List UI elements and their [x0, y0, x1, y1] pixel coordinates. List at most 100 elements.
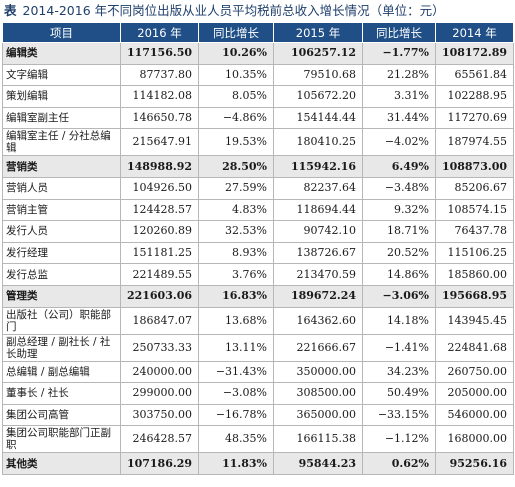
table-row: 营销人员 104926.50 27.59% 82237.64 −3.48% 85206.6…: [2, 176, 514, 200]
value-2014-cell: 76437.78: [435, 220, 514, 243]
growth-2016-cell: 19.53%: [198, 128, 274, 157]
value-2014-cell: 224841.68: [435, 333, 514, 362]
growth-2015-cell: 31.44%: [362, 106, 436, 130]
value-2016-cell: 221489.55: [120, 263, 199, 286]
value-2014-cell: 108574.15: [435, 198, 514, 222]
growth-2016-cell: 8.05%: [198, 85, 274, 108]
value-2014-cell: 546000.00: [435, 403, 514, 427]
value-2016-cell: 303750.00: [120, 403, 199, 427]
value-2015-cell: 79510.68: [273, 63, 363, 87]
header-2016: 2016 年: [120, 22, 199, 43]
header-growth-2016: 同比增长: [198, 22, 274, 43]
growth-2016-cell: 13.68%: [198, 306, 274, 335]
growth-2015-cell: −1.77%: [362, 42, 436, 65]
growth-2016-cell: 3.76%: [198, 263, 274, 286]
growth-2015-cell: 9.32%: [362, 198, 436, 222]
category-row: 编辑类 117156.50 10.26% 106257.12 −1.77% 108172.…: [2, 42, 514, 65]
value-2016-cell: 114182.08: [120, 85, 199, 108]
value-2015-cell: 350000.00: [273, 360, 363, 384]
value-2014-cell: 65561.84: [435, 63, 514, 87]
value-2014-cell: 95256.16: [435, 452, 514, 475]
row-label-cell: 集团公司职能部门正副职: [2, 425, 121, 454]
value-2015-cell: 90742.10: [273, 220, 363, 243]
row-label-cell: 发行经理: [2, 241, 121, 265]
value-2016-cell: 104926.50: [120, 176, 199, 200]
table-row: 发行人员 120260.89 32.53% 90742.10 18.71% 76437.7…: [2, 220, 514, 243]
growth-2015-cell: −3.48%: [362, 176, 436, 200]
value-2016-cell: 117156.50: [120, 42, 199, 65]
growth-2016-cell: 16.83%: [198, 284, 274, 308]
value-2016-cell: 120260.89: [120, 220, 199, 243]
value-2016-cell: 151181.25: [120, 241, 199, 265]
value-2015-cell: 308500.00: [273, 382, 363, 405]
value-2016-cell: 240000.00: [120, 360, 199, 384]
table-header-row: 项目 2016 年 同比增长 2015 年 同比增长 2014 年: [2, 22, 514, 43]
row-label-cell: 总编辑 / 副总编辑: [2, 360, 121, 384]
growth-2016-cell: 8.93%: [198, 241, 274, 265]
value-2015-cell: 95844.23: [273, 452, 363, 475]
growth-2015-cell: 14.18%: [362, 306, 436, 335]
value-2016-cell: 124428.57: [120, 198, 199, 222]
growth-2015-cell: −33.15%: [362, 403, 436, 427]
value-2015-cell: 115942.16: [273, 155, 363, 178]
category-row: 营销类 148988.92 28.50% 115942.16 6.49% 108873.0…: [2, 155, 514, 178]
growth-2015-cell: 3.31%: [362, 85, 436, 108]
row-label-cell: 集团公司高管: [2, 403, 121, 427]
caption-title: 2014-2016 年不同岗位出版从业人员平均税前总收入增长情况（单位：元）: [22, 3, 445, 18]
growth-2016-cell: −31.43%: [198, 360, 274, 384]
value-2015-cell: 180410.25: [273, 128, 363, 157]
row-label-cell: 编辑类: [2, 42, 121, 65]
growth-2016-cell: 32.53%: [198, 220, 274, 243]
growth-2015-cell: −3.06%: [362, 284, 436, 308]
growth-2016-cell: −16.78%: [198, 403, 274, 427]
table-row: 出版社（公司）职能部门 186847.07 13.68% 164362.60 14.18…: [2, 306, 514, 335]
table-body: 编辑类 117156.50 10.26% 106257.12 −1.77% 108172.…: [2, 42, 514, 475]
value-2015-cell: 166115.38: [273, 425, 363, 454]
value-2015-cell: 164362.60: [273, 306, 363, 335]
growth-2016-cell: 11.83%: [198, 452, 274, 475]
row-label-cell: 文字编辑: [2, 63, 121, 87]
row-label-cell: 发行人员: [2, 220, 121, 243]
table-row: 文字编辑 87737.80 10.35% 79510.68 21.28% 65561.84: [2, 63, 514, 87]
table-row: 集团公司高管 303750.00 −16.78% 365000.00 −33.15% 54…: [2, 403, 514, 427]
growth-2015-cell: −4.02%: [362, 128, 436, 157]
growth-2016-cell: 13.11%: [198, 333, 274, 362]
row-label-cell: 副总经理 / 副社长 / 社长助理: [2, 333, 121, 362]
value-2016-cell: 186847.07: [120, 306, 199, 335]
value-2015-cell: 221666.67: [273, 333, 363, 362]
growth-2016-cell: −4.86%: [198, 106, 274, 130]
row-label-cell: 编辑室副主任: [2, 106, 121, 130]
header-2015: 2015 年: [273, 22, 363, 43]
value-2015-cell: 118694.44: [273, 198, 363, 222]
growth-2016-cell: −3.08%: [198, 382, 274, 405]
value-2016-cell: 87737.80: [120, 63, 199, 87]
value-2015-cell: 189672.24: [273, 284, 363, 308]
row-label-cell: 董事长 / 社长: [2, 382, 121, 405]
growth-2015-cell: 6.49%: [362, 155, 436, 178]
growth-2015-cell: 0.62%: [362, 452, 436, 475]
value-2016-cell: 148988.92: [120, 155, 199, 178]
value-2016-cell: 250733.33: [120, 333, 199, 362]
table-row: 董事长 / 社长 299000.00 −3.08% 308500.00 50.49% 20…: [2, 382, 514, 405]
growth-2015-cell: 20.52%: [362, 241, 436, 265]
value-2016-cell: 221603.06: [120, 284, 199, 308]
growth-2016-cell: 10.35%: [198, 63, 274, 87]
growth-2015-cell: 21.28%: [362, 63, 436, 87]
caption-tag: 表: [4, 3, 17, 18]
value-2015-cell: 106257.12: [273, 42, 363, 65]
growth-2016-cell: 48.35%: [198, 425, 274, 454]
income-table: 项目 2016 年 同比增长 2015 年 同比增长 2014 年 编辑类 117…: [2, 22, 514, 475]
row-label-cell: 营销主管: [2, 198, 121, 222]
growth-2016-cell: 27.59%: [198, 176, 274, 200]
row-label-cell: 管理类: [2, 284, 121, 308]
value-2015-cell: 154144.44: [273, 106, 363, 130]
value-2015-cell: 82237.64: [273, 176, 363, 200]
value-2014-cell: 187974.55: [435, 128, 514, 157]
row-label-cell: 发行总监: [2, 263, 121, 286]
growth-2016-cell: 28.50%: [198, 155, 274, 178]
value-2015-cell: 365000.00: [273, 403, 363, 427]
header-2014: 2014 年: [435, 22, 514, 43]
value-2016-cell: 215647.91: [120, 128, 199, 157]
growth-2016-cell: 4.83%: [198, 198, 274, 222]
table-row: 编辑室主任 / 分社总编辑 215647.91 19.53% 180410.25 −4.…: [2, 128, 514, 157]
